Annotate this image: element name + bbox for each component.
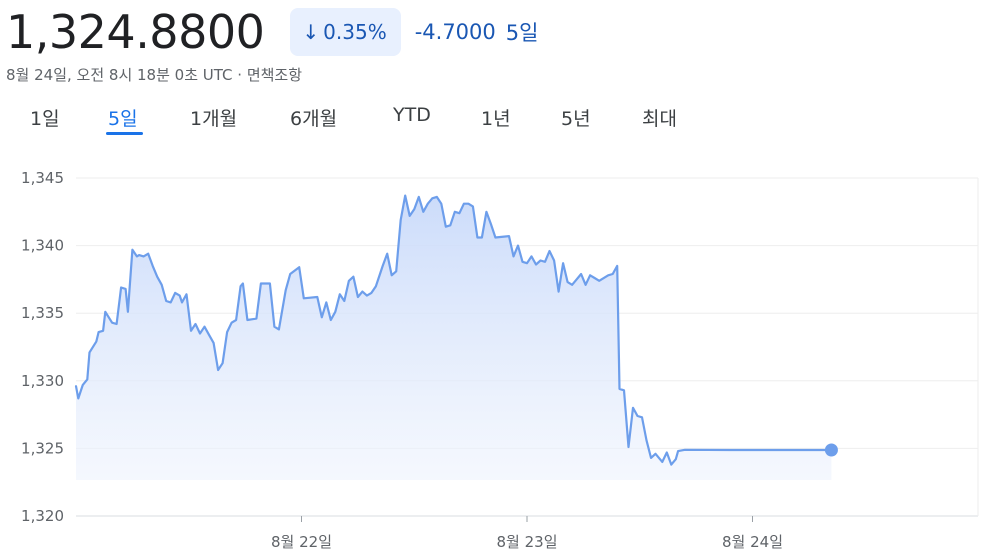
- tab-ytd[interactable]: YTD: [393, 104, 431, 126]
- tab-1d[interactable]: 1일: [30, 108, 60, 130]
- active-tab-indicator: [106, 132, 143, 135]
- tab-5y[interactable]: 5년: [561, 108, 591, 130]
- tab-5d[interactable]: 5일: [108, 108, 138, 130]
- x-tick-label: 8월 23일: [497, 533, 558, 551]
- x-tick-label: 8월 24일: [722, 533, 783, 551]
- tab-max[interactable]: 최대: [642, 108, 677, 130]
- y-tick-label: 1,330: [21, 372, 64, 390]
- price-header: 1,324.8800 ↓ 0.35% -4.7000 5일: [6, 2, 538, 62]
- y-tick-label: 1,320: [21, 507, 64, 525]
- y-tick-label: 1,335: [21, 304, 64, 322]
- arrow-down-icon: ↓: [302, 20, 320, 44]
- tab-1m[interactable]: 1개월: [190, 108, 238, 130]
- y-tick-label: 1,325: [21, 439, 64, 457]
- tab-6m[interactable]: 6개월: [290, 108, 338, 130]
- price-area-fill: [76, 195, 832, 480]
- y-tick-label: 1,345: [21, 169, 64, 187]
- change-period: 5일: [505, 21, 539, 45]
- price-line: [74, 194, 833, 466]
- last-price-marker: [824, 443, 838, 457]
- change-percent: 0.35%: [323, 20, 387, 44]
- change-percent-badge: ↓ 0.35%: [290, 8, 401, 56]
- y-tick-label: 1,340: [21, 237, 64, 255]
- current-price: 1,324.8800: [6, 5, 265, 59]
- x-tick-label: 8월 22일: [271, 533, 332, 551]
- timestamp-disclaimer: 8월 24일, 오전 8시 18분 0초 UTC · 면책조항: [6, 66, 303, 84]
- change-absolute: -4.7000: [414, 20, 496, 44]
- tab-1y[interactable]: 1년: [481, 108, 511, 130]
- range-tabs: 1일 5일 1개월 6개월 YTD 1년 5년 최대: [0, 100, 991, 140]
